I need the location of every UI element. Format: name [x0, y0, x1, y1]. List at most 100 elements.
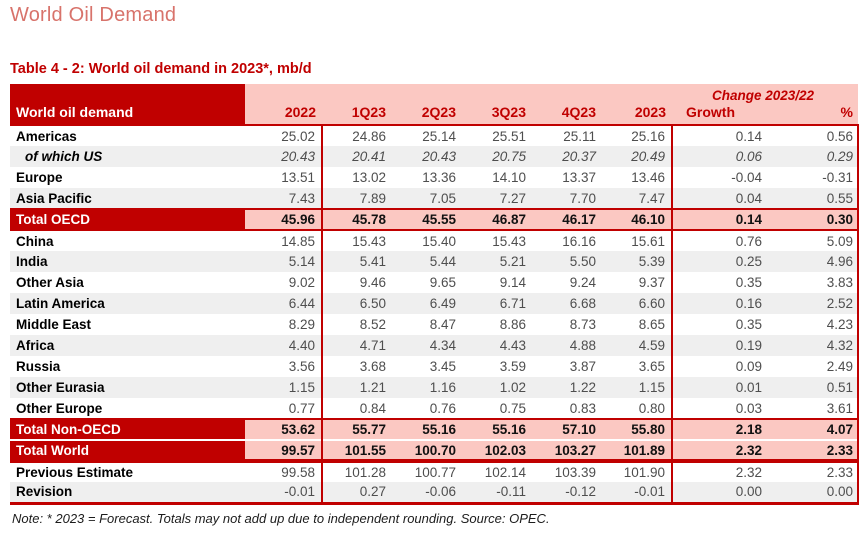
value-cell: 102.03: [462, 440, 532, 461]
value-cell: 0.06: [735, 149, 762, 164]
value-cell: 9.24: [569, 275, 596, 290]
value-cell: 0.76: [429, 400, 456, 416]
value-cell: 24.86: [352, 128, 386, 144]
value-cell: 55.16: [392, 419, 462, 440]
value-cell: 102.14: [484, 465, 526, 480]
value-cell: 1.22: [569, 380, 596, 395]
row-label: Americas: [16, 128, 77, 144]
value-cell: 0.55: [782, 188, 859, 209]
value-cell: 0.14: [672, 209, 782, 230]
value-cell: 5.44: [429, 254, 456, 269]
page-title: World Oil Demand: [10, 4, 177, 26]
value-cell: 55.16: [462, 419, 532, 440]
value-cell: 25.16: [602, 125, 673, 146]
value-cell: 25.51: [492, 128, 526, 144]
value-cell: -0.01: [245, 482, 323, 503]
value-cell: 45.96: [245, 209, 323, 230]
value-cell: 20.43: [422, 149, 456, 164]
value-cell: 5.21: [499, 254, 526, 269]
value-cell: 20.49: [602, 146, 673, 167]
value-cell: 7.47: [602, 188, 673, 209]
value-cell: 20.75: [492, 149, 526, 164]
table-row: Other Eurasia 1.15 1.21 1.16 1.02 1.22 1.15 0.0…: [10, 377, 859, 398]
value-cell: -0.31: [782, 167, 859, 188]
table-row: Previous Estimate 99.58 101.28 100.77 102.14…: [10, 461, 859, 482]
value-cell: 0.00: [735, 484, 762, 500]
row-label: Russia: [16, 359, 61, 374]
value-cell: 4.88: [569, 338, 596, 353]
header-label: World oil demand: [10, 84, 245, 126]
row-label: Europe: [16, 170, 63, 185]
value-cell: 4.34: [429, 338, 456, 353]
table-row: Americas 25.02 24.86 25.14 25.51 25.11 25.16 0.…: [10, 125, 859, 146]
value-cell: 14.10: [492, 170, 526, 185]
value-cell: 2.32: [672, 440, 782, 461]
header-col-3q23: 3Q23: [462, 103, 532, 126]
value-cell: -0.04: [731, 170, 762, 185]
value-cell: 3.59: [499, 359, 526, 374]
value-cell: 15.61: [602, 230, 673, 251]
value-cell: 6.44: [245, 293, 323, 314]
report-page: World Oil Demand Table 4 - 2: World oil …: [0, 4, 866, 554]
value-cell: 45.78: [322, 209, 392, 230]
row-label: Total Non-OECD: [10, 419, 245, 440]
table-row: Russia 3.56 3.68 3.45 3.59 3.87 3.65 0.09 2.49: [10, 356, 859, 377]
value-cell: 20.37: [562, 149, 596, 164]
value-cell: 2.32: [735, 465, 762, 480]
table-row: Latin America 6.44 6.50 6.49 6.71 6.68 6.60 0.1…: [10, 293, 859, 314]
value-cell: 0.16: [735, 296, 762, 311]
table-row: Middle East 8.29 8.52 8.47 8.86 8.73 8.65 0.35 4…: [10, 314, 859, 335]
header-col-percent: %: [782, 103, 858, 126]
value-cell: 4.71: [359, 338, 386, 353]
value-cell: 0.75: [499, 400, 526, 416]
value-cell: 0.03: [735, 400, 762, 416]
value-cell: 8.52: [359, 317, 386, 332]
value-cell: 57.10: [532, 419, 602, 440]
value-cell: 0.04: [735, 190, 762, 206]
value-cell: 9.37: [602, 272, 673, 293]
value-cell: 5.14: [245, 251, 323, 272]
table-row: China 14.85 15.43 15.40 15.43 16.16 15.61 0.76 5…: [10, 230, 859, 251]
value-cell: 2.18: [672, 419, 782, 440]
table-row: Other Asia 9.02 9.46 9.65 9.14 9.24 9.37 0.35 3.…: [10, 272, 859, 293]
value-cell: 0.35: [735, 275, 762, 290]
value-cell: 55.77: [322, 419, 392, 440]
value-cell: 6.50: [359, 296, 386, 311]
value-cell: 13.51: [245, 167, 323, 188]
value-cell: 0.30: [782, 209, 859, 230]
table-row: of which US 20.43 20.41 20.43 20.75 20.37 20.4…: [10, 146, 859, 167]
row-label: Total World: [10, 440, 245, 461]
table-row: Total World 99.57 101.55 100.70 102.03 103.27…: [10, 440, 859, 461]
value-cell: 4.43: [499, 338, 526, 353]
header-col-2q23: 2Q23: [392, 103, 462, 126]
value-cell: 4.40: [245, 335, 323, 356]
value-cell: 100.70: [392, 440, 462, 461]
value-cell: 3.68: [359, 359, 386, 374]
row-label: of which US: [25, 149, 103, 164]
value-cell: 20.43: [245, 146, 323, 167]
value-cell: 0.00: [782, 482, 859, 503]
value-cell: 3.61: [782, 398, 859, 419]
value-cell: 25.14: [422, 128, 456, 144]
row-label: Other Eurasia: [16, 380, 105, 395]
value-cell: 101.90: [602, 461, 673, 482]
value-cell: 0.27: [359, 484, 386, 500]
value-cell: 0.56: [782, 125, 859, 146]
value-cell: 1.02: [499, 380, 526, 395]
value-cell: 8.73: [569, 317, 596, 332]
table-row: Total Non-OECD 53.62 55.77 55.16 55.16 57.10 5…: [10, 419, 859, 440]
value-cell: 55.80: [602, 419, 673, 440]
value-cell: -0.12: [565, 484, 596, 500]
value-cell: 8.47: [429, 317, 456, 332]
value-cell: 5.41: [359, 254, 386, 269]
value-cell: 3.83: [782, 272, 859, 293]
header-row-change: World oil demand Change 2023/22: [10, 84, 858, 126]
value-cell: 6.71: [499, 296, 526, 311]
value-cell: 0.19: [735, 338, 762, 353]
value-cell: 4.23: [782, 314, 859, 335]
value-cell: 3.56: [245, 356, 323, 377]
value-cell: 1.15: [602, 377, 673, 398]
value-cell: 5.09: [782, 230, 859, 251]
value-cell: 7.70: [569, 190, 596, 206]
value-cell: 16.16: [562, 233, 596, 249]
